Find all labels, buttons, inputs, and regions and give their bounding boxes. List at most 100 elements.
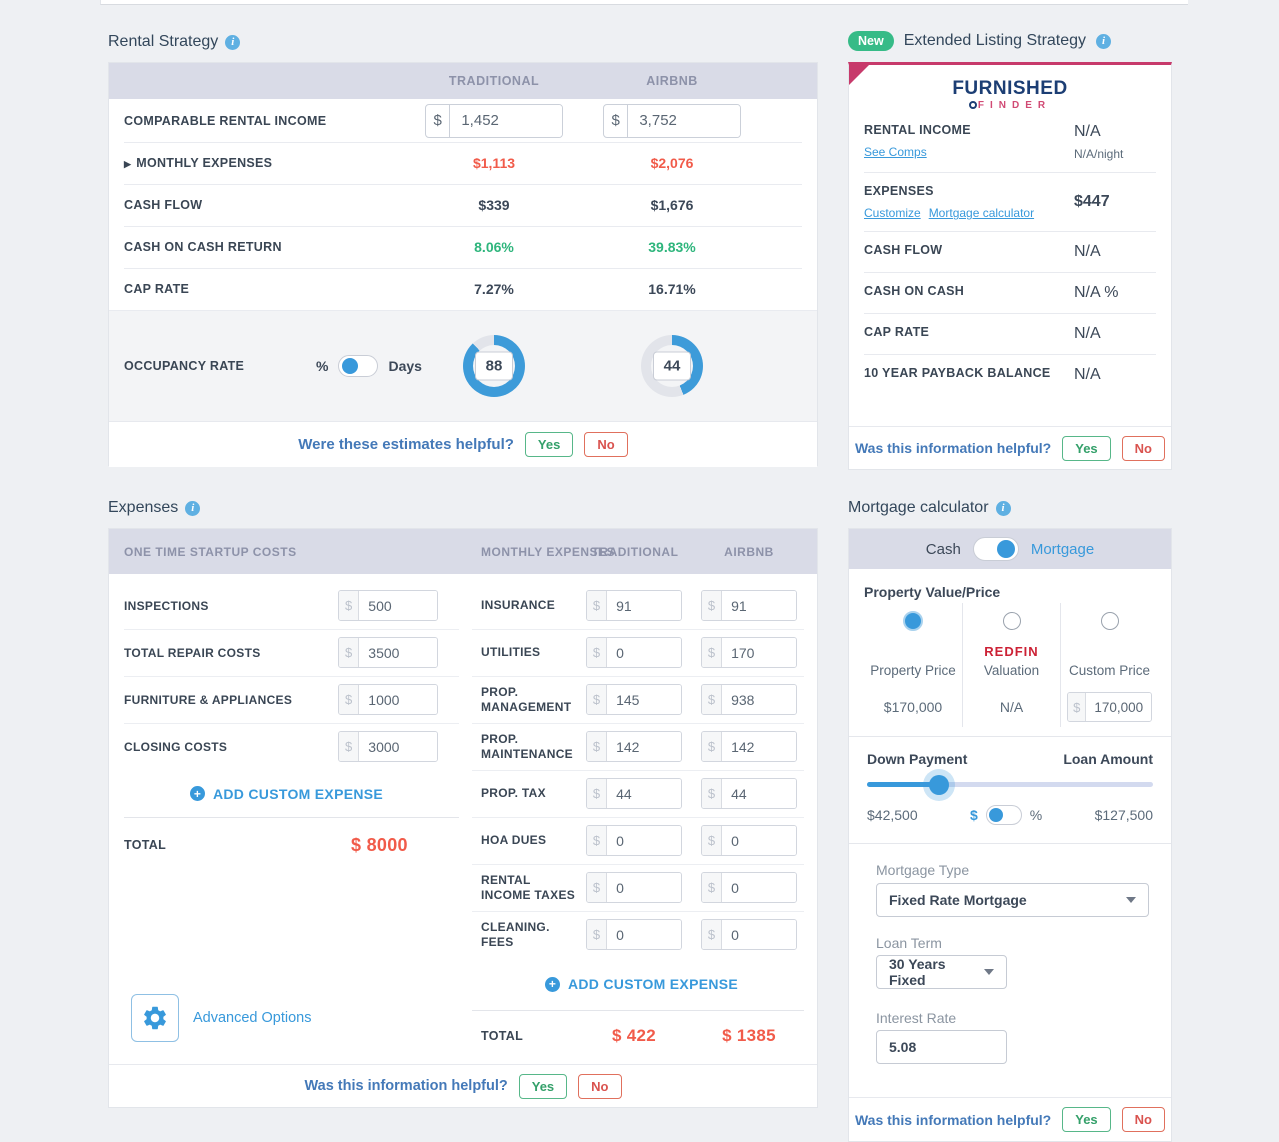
prop-maintenance-row: PROP. MAINTENANCE $ $ [464,723,819,770]
feedback-no-button[interactable]: No [584,432,628,457]
percent-unit-label[interactable]: % [1029,807,1043,823]
feedback-yes-button[interactable]: Yes [1062,435,1111,461]
info-icon[interactable]: i [995,500,1011,516]
startup-costs-section: INSPECTIONS $ TOTAL REPAIR COSTS $ FURNI… [109,574,464,1064]
down-payment-slider[interactable] [867,768,1153,801]
mortgage-calculator-title: Mortgage calculator i [848,499,1011,517]
advanced-options[interactable]: Advanced Options [131,994,312,1042]
mortgage-calculator-link[interactable]: Mortgage calculator [928,206,1035,221]
insurance-traditional-input[interactable] [607,591,681,620]
loan-term-value: 30 Years Fixed [889,956,946,988]
utilities-airbnb-input[interactable] [722,638,796,667]
see-comps-link[interactable]: See Comps [864,145,927,160]
dollar-percent-toggle[interactable] [985,805,1022,825]
airbnb-occupancy-donut: 44 [641,334,703,397]
monthly-expenses-traditional: $1,113 [472,155,516,171]
custom-price-input[interactable] [1086,693,1151,721]
mortgage-type-select[interactable]: Fixed Rate Mortgage [876,883,1149,917]
prop-maintenance-traditional-input[interactable] [607,732,681,761]
currency-prefix: $ [587,591,608,620]
column-header-traditional: TRADITIONAL [448,74,540,88]
rental-income-taxes-traditional-group: $ [586,872,682,903]
inspections-row: INSPECTIONS $ [109,582,464,629]
startup-total-label: TOTAL [124,838,167,852]
cash-option-label[interactable]: Cash [925,540,961,558]
feedback-no-button[interactable]: No [1121,435,1166,461]
rental-income-taxes-traditional-input[interactable] [607,873,681,902]
info-icon[interactable]: i [1096,33,1112,49]
prop-management-traditional-input[interactable] [607,685,681,714]
hoa-dues-traditional-input[interactable] [607,826,681,855]
airbnb-occupancy-value[interactable]: 44 [653,351,691,380]
feedback-yes-button[interactable]: Yes [1062,1107,1111,1132]
prop-maintenance-airbnb-input[interactable] [722,732,796,761]
property-price-radio[interactable] [903,611,923,631]
add-custom-startup-expense-button[interactable]: + ADD CUSTOM EXPENSE [109,770,464,817]
airbnb-income-input[interactable] [628,104,740,137]
inspections-input[interactable] [359,591,437,620]
els-cash-flow-value: N/A [1074,243,1101,261]
percent-days-toggle[interactable] [338,354,379,377]
cash-mortgage-toggle[interactable] [972,537,1019,561]
feedback-no-button[interactable]: No [1121,1107,1166,1132]
currency-prefix: $ [339,638,360,667]
mortgage-option-label[interactable]: Mortgage [1030,540,1095,558]
els-cap-rate-row: CAP RATE N/A [849,313,1171,354]
feedback-yes-button[interactable]: Yes [518,1073,568,1099]
dollar-unit-label[interactable]: $ [969,807,978,823]
mortgage-type-label: Mortgage Type [876,862,970,878]
prop-tax-airbnb-input[interactable] [722,779,796,808]
custom-price-option: Custom Price $ [1060,603,1158,727]
customize-link[interactable]: Customize [864,206,921,221]
els-cash-on-cash-value: N/A % [1074,284,1119,302]
custom-price-radio[interactable] [1100,612,1119,630]
rental-income-taxes-row: RENTAL INCOME TAXES $ $ [464,864,819,911]
feedback-no-button[interactable]: No [578,1073,622,1099]
rental-strategy-title: Rental Strategy i [108,33,241,51]
closing-costs-input[interactable] [359,732,437,761]
gear-icon[interactable] [131,994,179,1042]
monthly-expenses-airbnb: $2,076 [650,155,694,171]
hoa-dues-airbnb-input[interactable] [722,826,796,855]
interest-rate-input[interactable] [889,1039,994,1055]
property-price-options: Property Price $170,000 REDFIN Valuation… [864,603,1158,727]
furniture-appliances-input[interactable] [359,685,437,714]
cleaning-fees-airbnb-input[interactable] [722,920,796,949]
airbnb-income-input-group: $ [603,103,741,138]
utilities-traditional-input[interactable] [607,638,681,667]
currency-prefix: $ [1068,693,1087,721]
feedback-yes-button[interactable]: Yes [524,432,574,457]
prop-tax-traditional-input[interactable] [607,779,681,808]
repair-costs-input[interactable] [359,638,437,667]
closing-costs-row: CLOSING COSTS $ [109,723,464,770]
els-cash-flow-label: CASH FLOW [864,243,943,258]
cleaning-fees-traditional-input[interactable] [607,920,681,949]
chevron-down-icon [984,969,994,975]
insurance-airbnb-input[interactable] [722,591,796,620]
inspections-input-group: $ [338,590,438,621]
redfin-valuation-option: REDFIN Valuation N/A [962,603,1060,727]
redfin-valuation-radio[interactable] [1002,612,1021,630]
repair-costs-label: TOTAL REPAIR COSTS [124,645,261,660]
loan-term-select[interactable]: 30 Years Fixed [876,955,1007,989]
cleaning-fees-label: CLEANING. FEES [481,919,550,949]
traditional-income-input[interactable] [450,104,562,137]
add-custom-monthly-expense-button[interactable]: + ADD CUSTOM EXPENSE [464,958,819,1010]
interest-rate-label: Interest Rate [876,1010,957,1026]
down-payment-label: Down Payment [867,751,968,767]
redfin-logo: REDFIN [984,643,1039,659]
prop-management-airbnb-input[interactable] [722,685,796,714]
down-payment-labels: Down Payment Loan Amount [867,751,1153,767]
feedback-question: Was this information helpful? [854,1111,1052,1128]
slider-knob[interactable] [928,774,949,795]
info-icon[interactable]: i [225,34,241,50]
rental-income-taxes-airbnb-input[interactable] [722,873,796,902]
info-icon[interactable]: i [185,500,201,516]
custom-price-option-label: Custom Price [1068,663,1151,678]
mortgage-calculator-card: Cash Mortgage Property Value/Price Prope… [848,528,1172,1142]
monthly-expenses-expand[interactable]: ▶ MONTHLY EXPENSES [124,156,273,170]
traditional-occupancy-value[interactable]: 88 [475,351,513,380]
prop-maintenance-label: PROP. MAINTENANCE [481,731,573,761]
column-header-airbnb: AIRBNB [724,544,774,559]
